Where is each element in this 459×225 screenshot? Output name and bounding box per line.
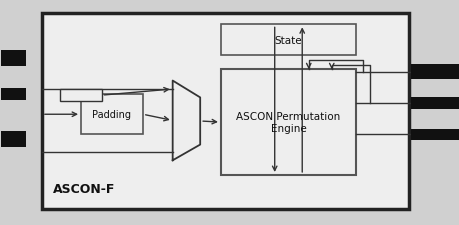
Bar [42,14,408,209]
Bar [1,131,26,147]
Bar [410,65,458,79]
Text: State: State [274,35,302,45]
Bar [1,51,26,67]
Bar [220,25,355,56]
Bar [81,94,143,135]
Bar [1,88,26,101]
Bar [60,90,101,102]
Bar [410,98,458,109]
Text: ASCON-F: ASCON-F [53,182,116,195]
Text: Padding: Padding [92,110,131,120]
Bar [410,129,458,140]
Text: ASCON Permutation
Engine: ASCON Permutation Engine [236,112,340,133]
Bar [220,70,355,175]
